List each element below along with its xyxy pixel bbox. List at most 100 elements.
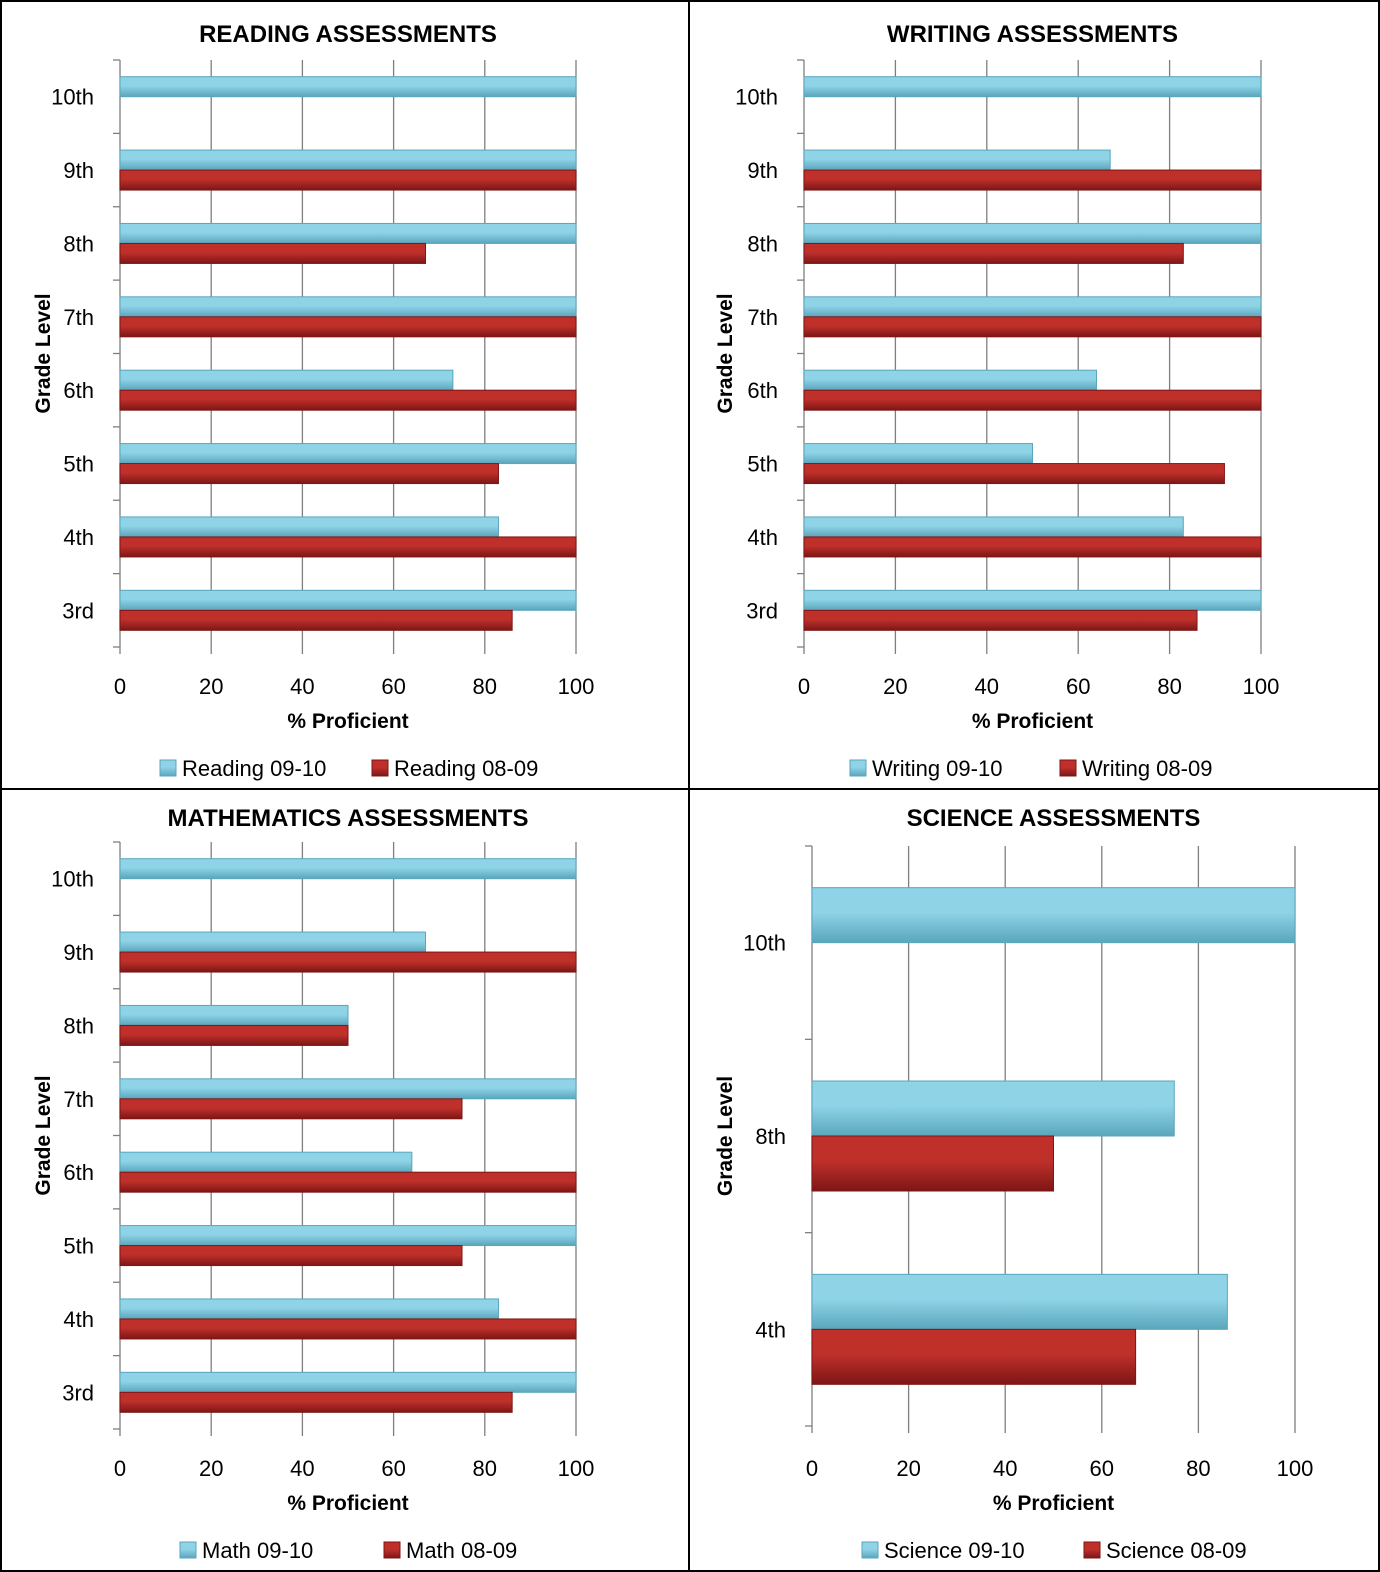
legend-swatch <box>179 1541 197 1559</box>
chart-title: READING ASSESSMENTS <box>199 21 497 48</box>
bar-reading-08-09-6th <box>119 389 577 411</box>
y-tick-label: 10th <box>735 85 778 110</box>
cell-border-bottom-right <box>688 788 1380 1572</box>
y-tick-label: 7th <box>63 1087 94 1112</box>
bar-writing-08-09-7th <box>803 316 1262 338</box>
chart-title: MATHEMATICS ASSESSMENTS <box>168 805 529 832</box>
bar-reading-08-09-8th <box>119 242 427 264</box>
y-tick-label: 5th <box>747 452 778 477</box>
y-axis-label: Grade Level <box>32 293 55 413</box>
bar-math-09-10-9th <box>119 931 427 953</box>
bar-reading-09-10-7th <box>119 296 577 318</box>
science-chart: SCIENCE ASSESSMENTS 0 20 40 60 80 100 4th 8th 10t… <box>714 805 1314 1563</box>
x-tick-label: 60 <box>1066 674 1090 699</box>
bar-writing-09-10-6th <box>803 369 1097 391</box>
bar-writing-08-09-6th <box>803 389 1262 411</box>
bar-reading-08-09-9th <box>119 169 577 191</box>
y-tick-label: 6th <box>747 378 778 403</box>
mathematics-chart-panel: MATHEMATICS ASSESSMENTS 0 20 40 60 80 100 3rd 4t… <box>2 790 688 1570</box>
x-tick-label: 60 <box>1090 1456 1114 1481</box>
y-tick-label: 8th <box>755 1124 786 1149</box>
science-chart-panel: SCIENCE ASSESSMENTS 0 20 40 60 80 100 4th 8th 10t… <box>690 790 1378 1570</box>
bar-reading-09-10-4th <box>119 516 499 538</box>
bar-reading-09-10-9th <box>119 149 577 171</box>
y-tick-label: 3rd <box>62 1380 94 1405</box>
bar-math-08-09-7th <box>119 1098 463 1120</box>
y-tick-label: 9th <box>63 940 94 965</box>
x-tick-label: 20 <box>199 1456 223 1481</box>
reading-chart-panel: READING ASSESSMENTS 0 20 40 60 80 100 3rd 4th 5th… <box>2 2 688 788</box>
x-tick-label: 100 <box>1243 674 1280 699</box>
x-axis-label: % Proficient <box>287 710 408 733</box>
y-tick-label: 10th <box>743 931 786 956</box>
bar-writing-09-10-9th <box>803 149 1111 171</box>
legend-swatch <box>371 759 389 777</box>
y-axis-label: Grade Level <box>714 293 737 413</box>
x-tick-label: 100 <box>558 674 595 699</box>
bar-math-08-09-3rd <box>119 1391 513 1413</box>
y-tick-label: 8th <box>63 231 94 256</box>
y-tick-label: 9th <box>63 158 94 183</box>
y-tick-label: 10th <box>51 85 94 110</box>
y-tick-label: 8th <box>63 1013 94 1038</box>
bar-reading-08-09-7th <box>119 316 577 338</box>
bar-math-09-10-7th <box>119 1078 577 1100</box>
x-tick-label: 60 <box>381 1456 405 1481</box>
bar-science-09-10-8th <box>811 1080 1175 1137</box>
chart-title: WRITING ASSESSMENTS <box>887 21 1178 48</box>
x-tick-label: 80 <box>473 1456 497 1481</box>
legend-label: Writing 09-10 <box>872 756 1002 781</box>
legend-label: Science 08-09 <box>1106 1538 1247 1563</box>
bar-writing-09-10-3rd <box>803 589 1262 611</box>
y-tick-label: 4th <box>755 1317 786 1342</box>
bar-reading-09-10-3rd <box>119 589 577 611</box>
x-tick-label: 0 <box>114 1456 126 1481</box>
x-tick-label: 0 <box>798 674 810 699</box>
x-tick-label: 100 <box>1277 1456 1314 1481</box>
bar-math-08-09-5th <box>119 1245 463 1267</box>
y-tick-label: 6th <box>63 378 94 403</box>
legend-label: Math 08-09 <box>406 1538 517 1563</box>
legend-label: Writing 08-09 <box>1082 756 1212 781</box>
y-tick-label: 5th <box>63 452 94 477</box>
legend-label: Math 09-10 <box>202 1538 313 1563</box>
bar-math-08-09-4th <box>119 1318 577 1340</box>
reading-chart: READING ASSESSMENTS 0 20 40 60 80 100 3rd 4th 5th… <box>32 21 595 781</box>
x-tick-label: 80 <box>1157 674 1181 699</box>
x-tick-label: 100 <box>558 1456 595 1481</box>
bar-writing-09-10-5th <box>803 443 1033 465</box>
y-tick-label: 7th <box>747 305 778 330</box>
x-tick-label: 80 <box>473 674 497 699</box>
bar-science-08-09-8th <box>811 1135 1054 1192</box>
legend-swatch <box>1059 759 1077 777</box>
bar-reading-08-09-3rd <box>119 609 513 631</box>
bar-reading-09-10-6th <box>119 369 454 391</box>
bar-math-08-09-9th <box>119 951 577 973</box>
bar-writing-08-09-5th <box>803 463 1225 485</box>
x-tick-label: 0 <box>114 674 126 699</box>
writing-chart: WRITING ASSESSMENTS 0 20 40 60 80 100 3rd 4th 5th… <box>714 21 1280 781</box>
bar-writing-09-10-10th <box>803 76 1262 98</box>
y-tick-label: 6th <box>63 1160 94 1185</box>
y-axis-label: Grade Level <box>32 1075 55 1195</box>
bar-reading-08-09-4th <box>119 536 577 558</box>
x-tick-label: 80 <box>1186 1456 1210 1481</box>
legend-swatch <box>159 759 177 777</box>
x-tick-label: 40 <box>290 674 314 699</box>
x-tick-label: 60 <box>381 674 405 699</box>
bar-writing-08-09-3rd <box>803 609 1198 631</box>
legend-swatch <box>1083 1541 1101 1559</box>
y-tick-label: 4th <box>747 525 778 550</box>
y-tick-label: 7th <box>63 305 94 330</box>
y-tick-label: 3rd <box>62 598 94 623</box>
bar-writing-09-10-8th <box>803 222 1262 244</box>
bar-reading-09-10-10th <box>119 76 577 98</box>
y-tick-label: 5th <box>63 1234 94 1259</box>
bar-writing-08-09-4th <box>803 536 1262 558</box>
bar-science-08-09-4th <box>811 1328 1137 1385</box>
y-tick-label: 10th <box>51 867 94 892</box>
bar-science-09-10-4th <box>811 1273 1228 1330</box>
y-axis-label: Grade Level <box>714 1076 737 1196</box>
writing-chart-panel: WRITING ASSESSMENTS 0 20 40 60 80 100 3rd 4th 5th… <box>690 2 1378 788</box>
bar-writing-09-10-4th <box>803 516 1184 538</box>
